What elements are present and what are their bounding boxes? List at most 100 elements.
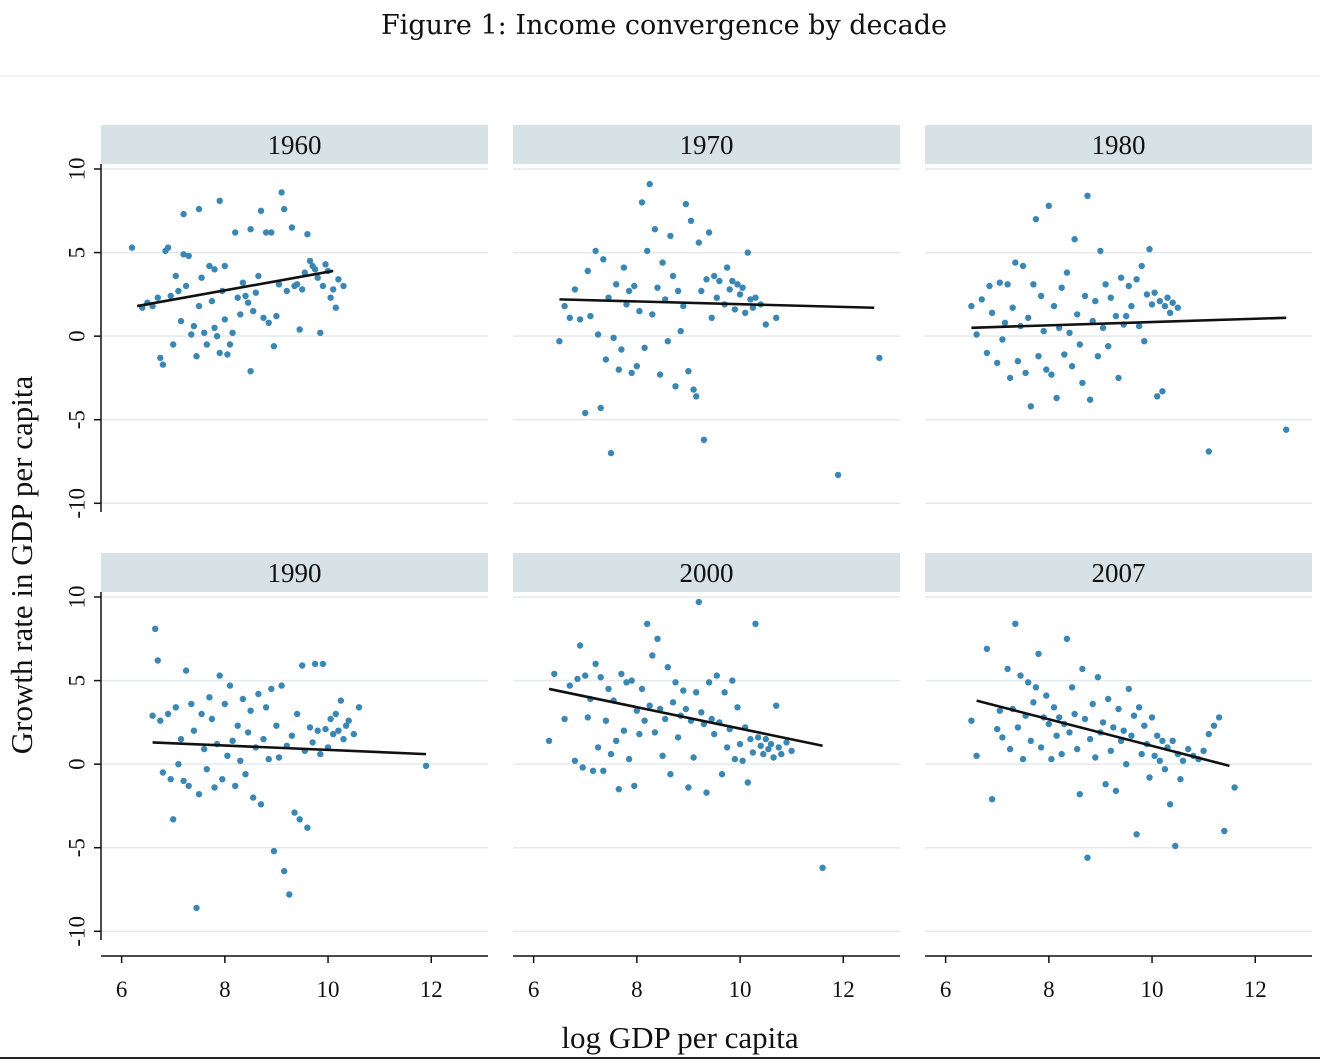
data-point xyxy=(729,277,736,285)
data-point xyxy=(620,264,628,271)
data-point xyxy=(1081,292,1089,300)
data-point xyxy=(1221,827,1228,835)
data-point xyxy=(306,724,314,731)
data-point xyxy=(1050,302,1058,310)
data-point xyxy=(170,341,177,348)
data-point xyxy=(1112,787,1120,795)
data-point xyxy=(201,745,208,753)
data-point xyxy=(703,789,710,796)
data-point xyxy=(713,672,720,679)
data-point xyxy=(571,757,579,764)
data-point xyxy=(293,710,301,718)
data-point xyxy=(978,296,985,303)
data-point xyxy=(1058,750,1065,758)
data-point xyxy=(234,294,241,301)
data-point xyxy=(705,229,713,236)
figure-caption: Figure 1: Income convergence by decade xyxy=(381,10,947,41)
data-point xyxy=(335,276,342,283)
data-point xyxy=(265,319,272,326)
data-point xyxy=(638,199,646,206)
data-point xyxy=(1174,304,1182,311)
x-tick-label: 12 xyxy=(1244,977,1267,1002)
data-point xyxy=(592,660,599,668)
data-point xyxy=(1112,312,1120,320)
data-point xyxy=(281,867,288,875)
data-point xyxy=(615,366,622,373)
data-point xyxy=(1133,831,1140,838)
data-point xyxy=(734,281,741,288)
data-point xyxy=(734,704,741,711)
data-point xyxy=(198,274,205,281)
data-point xyxy=(690,386,697,393)
data-point xyxy=(172,704,179,711)
data-point xyxy=(1004,281,1011,288)
data-point xyxy=(610,334,617,341)
data-point xyxy=(561,715,568,723)
data-point xyxy=(592,247,599,255)
data-point xyxy=(311,266,319,273)
data-point xyxy=(1027,403,1035,410)
data-point xyxy=(711,272,718,280)
data-point xyxy=(268,685,275,693)
data-point xyxy=(208,297,216,305)
data-point xyxy=(1107,294,1115,301)
data-point xyxy=(273,312,280,320)
data-point xyxy=(711,730,718,738)
data-point xyxy=(247,707,254,714)
data-point xyxy=(625,755,633,763)
data-point xyxy=(754,734,762,741)
data-point xyxy=(216,349,223,357)
data-point xyxy=(641,344,648,351)
data-point xyxy=(620,727,628,734)
data-point xyxy=(1166,309,1174,316)
data-point xyxy=(1130,712,1138,719)
data-point xyxy=(1177,776,1184,783)
data-point xyxy=(314,274,321,281)
data-point xyxy=(677,327,684,335)
data-point xyxy=(281,205,288,213)
data-point xyxy=(232,782,239,790)
data-point xyxy=(1141,722,1148,729)
data-point xyxy=(770,754,777,761)
x-tick-label: 8 xyxy=(1043,977,1055,1002)
data-point xyxy=(1169,737,1176,744)
data-point xyxy=(723,744,731,751)
data-point xyxy=(188,700,195,708)
data-point xyxy=(1159,388,1166,395)
data-point xyxy=(968,717,975,724)
data-point xyxy=(576,316,584,323)
data-point xyxy=(332,710,339,718)
data-point xyxy=(1048,755,1055,763)
data-point xyxy=(268,229,275,236)
data-point xyxy=(999,336,1006,343)
data-point xyxy=(319,282,327,290)
data-point xyxy=(752,294,759,301)
panel-strip xyxy=(101,125,488,164)
data-point xyxy=(242,771,249,778)
x-axis: 6 8 10 12 6 8 10 12 6 8 10 12 xyxy=(101,955,1312,1002)
data-point xyxy=(1179,757,1187,764)
data-point xyxy=(296,816,303,823)
data-point xyxy=(1074,311,1081,318)
data-point xyxy=(669,699,677,706)
data-point xyxy=(659,752,666,759)
data-point xyxy=(551,670,558,678)
data-point xyxy=(708,314,715,321)
data-point xyxy=(319,660,327,668)
data-point xyxy=(1102,281,1109,288)
data-point xyxy=(1143,291,1151,298)
data-point xyxy=(1071,236,1078,243)
data-point xyxy=(646,180,653,188)
data-point xyxy=(345,717,352,724)
data-point xyxy=(1169,299,1176,306)
data-point xyxy=(252,289,259,296)
data-point xyxy=(747,735,754,743)
data-point xyxy=(685,368,692,375)
data-point xyxy=(1006,745,1014,753)
data-point xyxy=(744,249,751,256)
data-point xyxy=(687,217,695,224)
data-point xyxy=(211,324,218,331)
data-point xyxy=(232,229,239,236)
data-point xyxy=(731,755,739,763)
data-point xyxy=(762,321,769,328)
